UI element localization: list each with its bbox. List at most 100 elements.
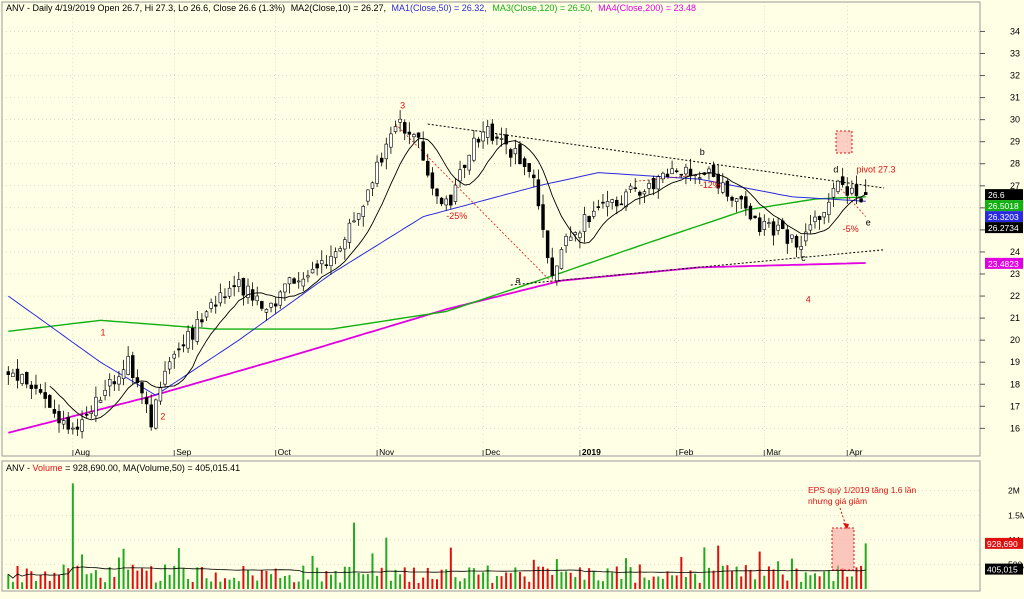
volume-bar [426,567,429,589]
volume-bar [104,582,107,589]
candle-body [250,289,255,301]
candle-body [518,144,522,165]
volume-bar [675,575,678,589]
candle-body [730,196,734,201]
candle-body [490,123,495,141]
candle-body [393,126,398,132]
volume-bar [592,571,595,589]
volume-bar [16,565,19,589]
volume-bar [25,568,28,589]
candle-body [822,211,826,218]
candle-body [57,411,61,424]
candle-body [776,224,780,231]
candle-body [854,184,859,196]
volume-bar [223,578,226,589]
date-tick-label: Nov [379,447,395,457]
volume-bar [200,567,203,589]
candle-body [794,235,799,248]
candle-body [813,216,817,223]
volume-bar [399,574,402,589]
volume-bar [440,569,443,589]
price-tick-label: 16 [1010,423,1020,433]
candle-body [131,355,135,379]
candle-body [177,348,181,351]
pivot-box [835,130,853,154]
volume-bar [366,574,369,589]
candle-body [509,149,513,158]
candle-body [670,168,674,175]
price-tick-label: 20 [1010,335,1020,345]
candle-body [421,141,425,161]
ma10-line [49,138,866,421]
volume-bar [306,579,309,589]
price-tick-label: 32 [1010,71,1020,81]
volume-bar [800,581,803,589]
price-badge-label: 26.2734 [988,223,1019,233]
candle-body [642,191,647,195]
volume-bar [841,568,844,589]
volume-bar [671,575,674,589]
candle-body [679,173,684,176]
candle-body [827,201,831,215]
candle-body [195,319,200,342]
volume-bar [620,579,623,589]
volume-bar [850,576,853,589]
volume-bar [505,572,508,589]
chart-annotation: a [515,275,520,285]
volume-bar [339,582,342,589]
volume-bar [58,575,61,589]
volume-bar [449,547,452,589]
candle-body [757,217,762,232]
price-tick-label: 17 [1010,401,1020,411]
candle-body [426,160,430,176]
volume-bar [122,548,125,589]
volume-bar [408,581,411,589]
volume-grid [2,490,980,565]
candle-body [674,170,679,173]
volume-bar [297,581,300,589]
volume-bar [624,558,627,589]
volume-bar [615,566,618,589]
candle-body [651,178,656,190]
candle-body [698,177,702,179]
date-tick-label: Sep [176,447,191,457]
price-axis[interactable]: 1617181920212223242526272829303132333426… [979,2,1023,456]
date-tick-label: Dec [485,447,501,457]
candle-body [550,257,554,276]
ma10-legend: MA2(Close,10) = 26.27, [291,3,386,13]
price-badge-label: 26.5018 [988,201,1019,211]
price-tick-label: 21 [1010,313,1020,323]
volume-bar [270,574,273,589]
trendline [427,123,885,189]
candles [6,110,868,439]
candle-body [601,201,605,204]
candle-body [80,419,84,432]
candle-body [200,319,204,323]
price-badge: 26.3203 [985,211,1023,223]
chart-annotation: d [833,165,838,175]
volume-bar [740,576,743,589]
candle-body [75,426,80,430]
candle-body [462,164,467,168]
volume-bar [832,581,835,589]
candle-body [430,172,435,189]
volume-bar [53,572,56,589]
volume-bar [422,577,425,589]
candle-body [269,302,273,308]
price-badge-bg [985,211,1023,223]
candle-body [209,302,213,309]
volume-bar [362,574,365,589]
eps-highlight-box [831,527,855,571]
volume-bar [560,571,563,589]
volume-bar [260,570,263,589]
volume-bar [316,567,319,589]
volume-bar [67,568,70,589]
candle-body [186,331,190,349]
volume-bar [837,565,840,589]
volume-bar [721,565,724,589]
price-tick-label: 27 [1010,181,1020,191]
candle-body [223,296,227,299]
candle-body [29,384,34,389]
price-tick-label: 34 [1010,26,1020,36]
